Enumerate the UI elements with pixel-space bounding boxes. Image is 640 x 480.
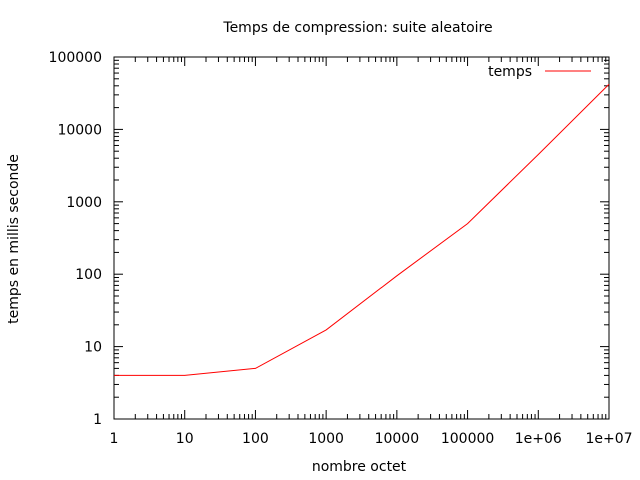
y-tick-label: 10: [84, 340, 102, 356]
legend-label: temps: [488, 64, 532, 80]
series-line-temps: [114, 83, 610, 376]
x-axis-label: nombre octet: [312, 459, 407, 475]
y-axis-label: temps en millis seconde: [6, 154, 22, 324]
chart-title: Temps de compression: suite aleatoire: [222, 20, 492, 36]
y-tick-label: 100: [75, 267, 102, 283]
y-tick-label: 100000: [49, 50, 102, 66]
x-tick-label: 10: [176, 431, 194, 447]
x-tick-label: 10000: [375, 431, 420, 447]
legend: temps: [488, 64, 591, 80]
x-tick-label: 1e+06: [515, 431, 562, 447]
plot-frame: [113, 56, 610, 420]
x-tick-label: 1: [110, 431, 119, 447]
x-tick-label: 100: [242, 431, 269, 447]
x-tick-label: 1e+07: [585, 431, 632, 447]
y-tick-label: 10000: [57, 122, 102, 138]
y-tick-label: 1: [93, 412, 102, 428]
x-tick-label: 1000: [308, 431, 344, 447]
axis-ticks: 1 10 100 1000 10000 100000 1e+06 1e+07 1 10 100 100…: [49, 50, 633, 447]
x-tick-label: 100000: [441, 431, 494, 447]
series-layer: [114, 83, 610, 376]
y-tick-label: 1000: [66, 195, 102, 211]
